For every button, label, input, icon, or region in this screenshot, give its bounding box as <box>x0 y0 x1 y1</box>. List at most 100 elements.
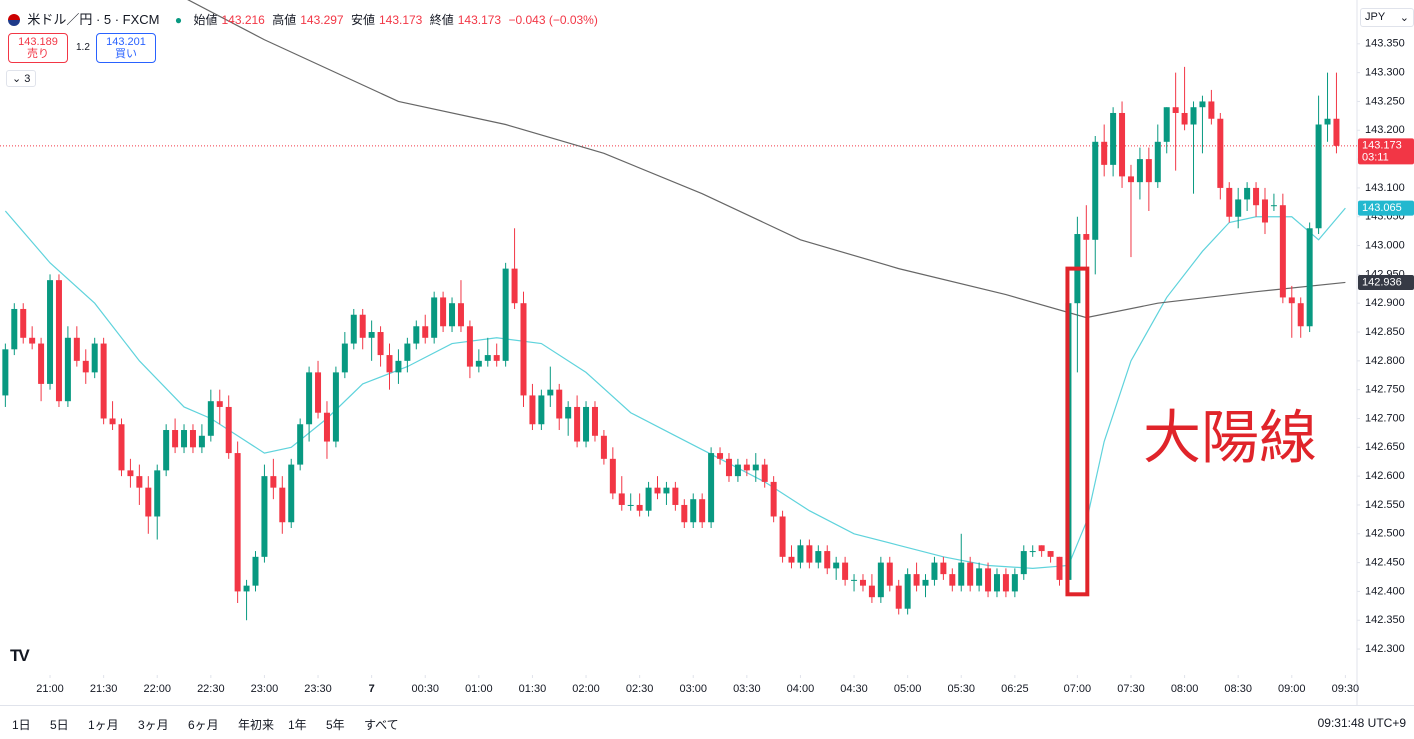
logo: TV <box>10 646 30 665</box>
sell-price: 143.189 <box>18 36 58 48</box>
candle-body <box>985 568 992 592</box>
flag <box>8 14 20 26</box>
candle-body <box>350 314 357 344</box>
x-tick-label: 22:00 <box>143 683 171 695</box>
x-tick-label: 00:30 <box>411 683 439 695</box>
candle-body <box>654 487 661 494</box>
candle-body <box>252 556 259 586</box>
candle-body <box>431 297 438 338</box>
price-badge-label: 143.173 <box>1362 140 1402 152</box>
candle-body <box>181 430 188 448</box>
buy-label: 買い <box>115 48 137 60</box>
candle-body <box>38 343 45 384</box>
sell-button[interactable]: 143.189 売り <box>8 33 68 63</box>
toolbar: 09:31:48 UTC+9 1日 5日 1ヶ月 3ヶ月 6ヶ月 年初来 1年 5年 すべて <box>0 705 1414 739</box>
header: 米ドル／円 · 5 · FXCM ● 始値 143.216 高値 143.297 安… <box>8 9 602 28</box>
candle-body <box>189 430 196 448</box>
candle-body <box>82 360 89 373</box>
candle-body <box>234 453 241 592</box>
range-button[interactable]: 1ヶ月 <box>88 718 119 732</box>
candle-body <box>806 545 813 563</box>
x-tick-label: 08:30 <box>1224 683 1252 695</box>
indicator-toggle[interactable]: ⌄ 3 <box>6 70 37 87</box>
candle-body <box>851 579 858 581</box>
candle-body <box>538 395 545 425</box>
close: 143.173 <box>457 13 502 27</box>
y-tick-label: 142.550 <box>1365 499 1405 511</box>
moving-average <box>4 207 1346 569</box>
candle-body <box>636 504 643 511</box>
currency-label: JPY <box>1365 11 1386 23</box>
candle-body <box>717 453 724 459</box>
candle-body <box>1324 118 1331 125</box>
plot: 大陽線 <box>0 0 1357 621</box>
candle-body <box>288 464 295 523</box>
candle-body <box>315 372 322 413</box>
x-tick-label: 01:00 <box>465 683 493 695</box>
candle-body <box>163 430 170 471</box>
x-tick-label: 02:30 <box>626 683 654 695</box>
price-badge-label: 142.936 <box>1362 276 1402 288</box>
range-button[interactable]: 1日 <box>12 718 31 732</box>
y-tick-label: 142.800 <box>1365 355 1405 367</box>
candle-body <box>1119 112 1126 177</box>
candle-body <box>529 395 536 425</box>
candle-body <box>306 372 313 425</box>
candle-body <box>1181 112 1188 125</box>
candle-body <box>913 574 920 586</box>
y-tick-label: 142.850 <box>1365 326 1405 338</box>
candle-body <box>1127 176 1134 183</box>
x-tick-label: 04:30 <box>840 683 868 695</box>
x-tick-label: 03:00 <box>679 683 707 695</box>
x-tick-label: 21:30 <box>90 683 118 695</box>
range-button[interactable]: 年初来 <box>238 718 275 732</box>
candle-body <box>100 343 107 419</box>
range-button[interactable]: 5年 <box>326 718 345 732</box>
x-tick-label: 23:00 <box>251 683 279 695</box>
x-tick-label: 08:00 <box>1171 683 1199 695</box>
candle-body <box>1217 118 1224 188</box>
currency[interactable]: JPY ⌄ <box>1360 8 1414 27</box>
candle-body <box>64 337 71 402</box>
candle-body <box>868 585 875 598</box>
range-button[interactable]: すべて <box>364 718 399 732</box>
price-badge <box>1358 274 1414 290</box>
x-tick-label: 7 <box>369 683 375 695</box>
x-tick-label: 02:00 <box>572 683 600 695</box>
candle-body <box>859 579 866 586</box>
candle-body <box>55 280 62 402</box>
x-tick-label: 22:30 <box>197 683 225 695</box>
range-button[interactable]: 6ヶ月 <box>188 718 219 732</box>
status-dot: ● <box>174 13 183 27</box>
candle-body <box>967 562 974 586</box>
candle-body <box>1244 187 1251 200</box>
low-label: 安値 <box>350 13 375 27</box>
candle-body <box>725 458 732 477</box>
candle-body <box>520 303 527 396</box>
candle-body <box>1235 199 1242 217</box>
x-tick-label: 07:30 <box>1117 683 1145 695</box>
candle-body <box>1199 101 1206 108</box>
candle-body <box>940 562 947 575</box>
y-tick-label: 142.700 <box>1365 412 1405 424</box>
candle-body <box>734 464 741 477</box>
y-tick-label: 142.600 <box>1365 470 1405 482</box>
candle-body <box>833 562 840 569</box>
range-button[interactable]: 1年 <box>288 718 307 732</box>
buy-button[interactable]: 143.201 買い <box>96 33 156 63</box>
x-tick-label: 09:00 <box>1278 683 1306 695</box>
candle-body <box>1029 551 1036 553</box>
indicator-count: 3 <box>24 73 31 85</box>
candle-body <box>154 470 161 517</box>
candle-body <box>11 308 18 350</box>
candle-body <box>690 499 697 523</box>
candle-body <box>993 574 1000 592</box>
candle-body <box>752 464 759 471</box>
candle-body <box>1297 303 1304 327</box>
candle-body <box>1261 199 1268 223</box>
range-button[interactable]: 3ヶ月 <box>138 718 169 732</box>
x-tick-label: 06:25 <box>1001 683 1029 695</box>
range-button[interactable]: 5日 <box>50 718 69 732</box>
candle-body <box>886 562 893 586</box>
